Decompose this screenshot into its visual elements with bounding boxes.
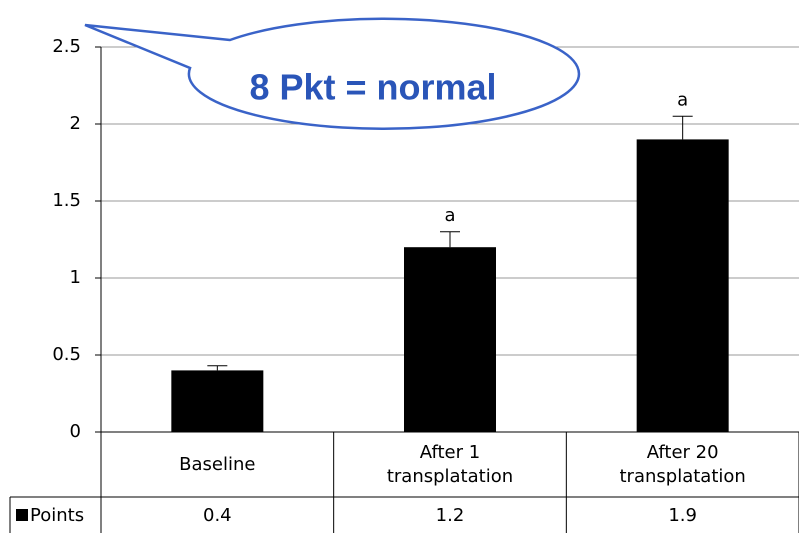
category-label-text: Baseline [179,453,256,475]
bar [404,247,496,432]
legend-swatch [16,509,28,521]
bar [636,139,729,432]
callout-bubble [84,17,581,131]
category-label: Baseline [101,432,334,497]
y-tick-label: 2.5 [52,36,81,57]
table-value-text: 0.4 [203,504,232,526]
table-value: 0.4 [101,497,334,533]
callout-text: 8 Pkt = normal [249,67,496,108]
annotation: a [444,205,455,226]
y-tick-label: 1 [70,267,81,288]
legend-label: Points [30,505,84,526]
category-label: After 1 transplatation [334,432,567,497]
error-bar [440,231,460,248]
category-label-text: After 1 transplatation [386,441,514,487]
y-tick-label: 0 [70,421,81,442]
error-bar [672,115,693,140]
y-tick-label: 2 [70,113,81,134]
bar [171,370,264,432]
error-bar [207,365,228,371]
table-value: 1.2 [334,497,567,533]
y-tick-label: 0.5 [52,344,81,365]
y-tick-label: 1.5 [52,190,81,211]
annotation: a [677,89,688,110]
table-value-text: 1.2 [435,504,465,526]
table-value: 1.9 [566,497,799,533]
category-label: After 20 transplatation [566,432,799,497]
table-value-text: 1.9 [668,504,697,526]
category-label-text: After 20 transplatation [619,441,746,487]
